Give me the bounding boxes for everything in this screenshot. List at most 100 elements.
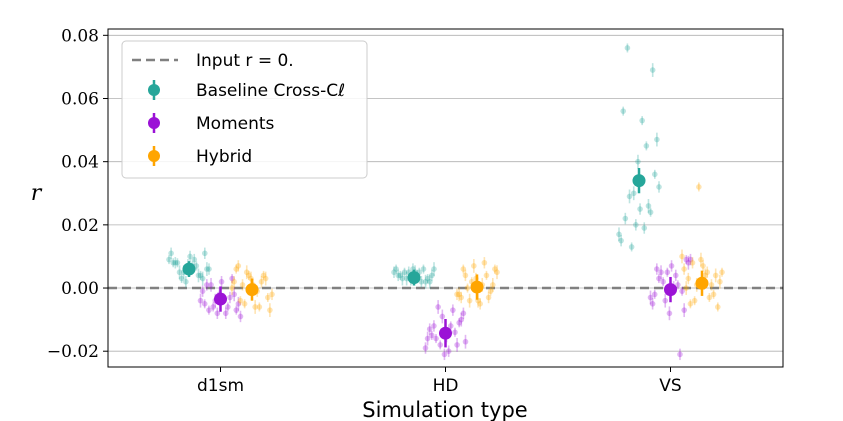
baseline-cross-c-sim-point (641, 225, 648, 231)
hybrid-sim-point (454, 291, 460, 298)
hybrid-mean-point (695, 276, 709, 290)
moments-sim-point (424, 335, 431, 342)
hybrid-sim-point (702, 272, 708, 279)
hybrid-sim-point (679, 253, 685, 260)
moments-mean-point (439, 326, 452, 340)
moments-sim-point (651, 291, 658, 298)
moments-sim-point (679, 288, 685, 294)
hybrid-sim-point (683, 285, 690, 291)
hybrid-sim-point (237, 297, 244, 304)
baseline-cross-c-sim-point (618, 237, 624, 244)
baseline-cross-c-sim-point (656, 184, 662, 190)
legend-baseline-subscript: ℓ (337, 81, 345, 101)
baseline-cross-c-sim-point (626, 193, 633, 200)
baseline-cross-c-sim-point (637, 206, 643, 212)
moments-sim-point (429, 332, 435, 339)
baseline-cross-c-sim-point (628, 244, 635, 250)
hybrid-sim-point (456, 291, 462, 298)
hybrid-sim-point (239, 282, 246, 288)
moments-sim-point (462, 338, 469, 345)
hybrid-mean-point (470, 280, 484, 294)
moments-sim-point (664, 269, 671, 276)
baseline-cross-c-sim-point (391, 269, 397, 276)
y-tick-label: 0.06 (61, 89, 99, 109)
hybrid-sim-point (717, 278, 723, 285)
x-tick-label: d1sm (197, 376, 244, 396)
hybrid-sim-point (710, 291, 717, 298)
moments-mean-point (664, 283, 677, 297)
legend-box (121, 40, 368, 179)
baseline-cross-c-sim-point (399, 275, 406, 282)
baseline-cross-c-sim-point (429, 272, 435, 279)
baseline-cross-c-sim-point (166, 256, 172, 263)
legend-moments-label: Moments (196, 114, 275, 134)
y-tick-label: 0.02 (61, 216, 99, 236)
moments-sim-point (431, 323, 437, 329)
hybrid-sim-point (460, 266, 467, 272)
hybrid-sim-point (471, 263, 477, 269)
baseline-cross-c-sim-point (422, 278, 429, 285)
baseline-cross-c-sim-point (201, 250, 208, 257)
baseline-cross-c-sim-point (649, 67, 656, 73)
hybrid-sim-point (231, 278, 237, 285)
baseline-cross-c-sim-point (639, 117, 645, 124)
moments-sim-point (458, 316, 465, 323)
hybrid-sim-point (256, 304, 263, 310)
moments-sim-point (231, 291, 237, 298)
hybrid-sim-point (494, 269, 500, 276)
hybrid-sim-point (229, 285, 235, 291)
moments-sim-point (222, 310, 229, 317)
baseline-cross-c-sim-point (199, 275, 206, 282)
hybrid-sim-point (477, 301, 483, 307)
moments-sim-point (435, 304, 441, 310)
moments-sim-point (666, 310, 673, 317)
legend-hybrid-label: Hybrid (196, 147, 252, 167)
baseline-cross-c-sim-point (178, 275, 185, 282)
baseline-cross-c-sim-point (183, 278, 189, 285)
moments-sim-point (658, 269, 664, 276)
legend-baseline-label: Baseline Cross-Cℓ (196, 81, 345, 101)
baseline-cross-c-sim-point (420, 266, 427, 272)
moments-sim-point (214, 310, 221, 317)
hybrid-sim-point (262, 275, 269, 282)
hybrid-sim-point (466, 297, 473, 304)
hybrid-sim-point (708, 282, 715, 288)
hybrid-sim-point (706, 294, 713, 301)
baseline-cross-c-sim-point (187, 253, 193, 260)
baseline-cross-c-sim-point (645, 203, 652, 209)
baseline-cross-c-sim-point (424, 275, 431, 282)
baseline-cross-c-sim-point (197, 272, 204, 279)
moments-sim-point (656, 275, 662, 282)
moments-sim-point (675, 282, 681, 288)
baseline-cross-c-sim-point (170, 259, 177, 266)
y-tick-label: 0.00 (61, 279, 99, 299)
x-tick-label: VS (659, 376, 681, 396)
moments-sim-point (649, 301, 656, 307)
hybrid-sim-point (698, 256, 704, 263)
hybrid-sim-point (246, 272, 252, 279)
moments-sim-point (460, 310, 467, 317)
moments-sim-point (454, 342, 460, 348)
x-axis: d1sm HD VS (197, 367, 682, 396)
baseline-cross-c-sim-point (635, 158, 641, 165)
moments-sim-point (233, 307, 240, 313)
moments-sim-point (668, 263, 675, 269)
hybrid-sim-point (700, 263, 706, 269)
legend-baseline-marker (148, 84, 160, 96)
moments-sim-point (445, 348, 452, 355)
baseline-cross-c-sim-point (418, 278, 425, 285)
hybrid-sim-point (264, 294, 271, 301)
baseline-cross-c-sim-point (620, 108, 627, 114)
legend: Input r = 0. Baseline Cross-Cℓ Moments H… (121, 40, 368, 179)
hybrid-sim-point (481, 259, 488, 266)
baseline-cross-c-sim-point (206, 266, 212, 272)
hybrid-sim-point (258, 278, 265, 285)
y-tick-label: 0.04 (61, 153, 99, 173)
baseline-cross-c-sim-point (431, 266, 437, 272)
moments-sim-point (447, 323, 454, 329)
baseline-cross-c-mean-point (632, 174, 646, 188)
moments-sim-point (683, 256, 690, 263)
hybrid-sim-point (260, 272, 267, 279)
moments-sim-point (225, 304, 231, 310)
